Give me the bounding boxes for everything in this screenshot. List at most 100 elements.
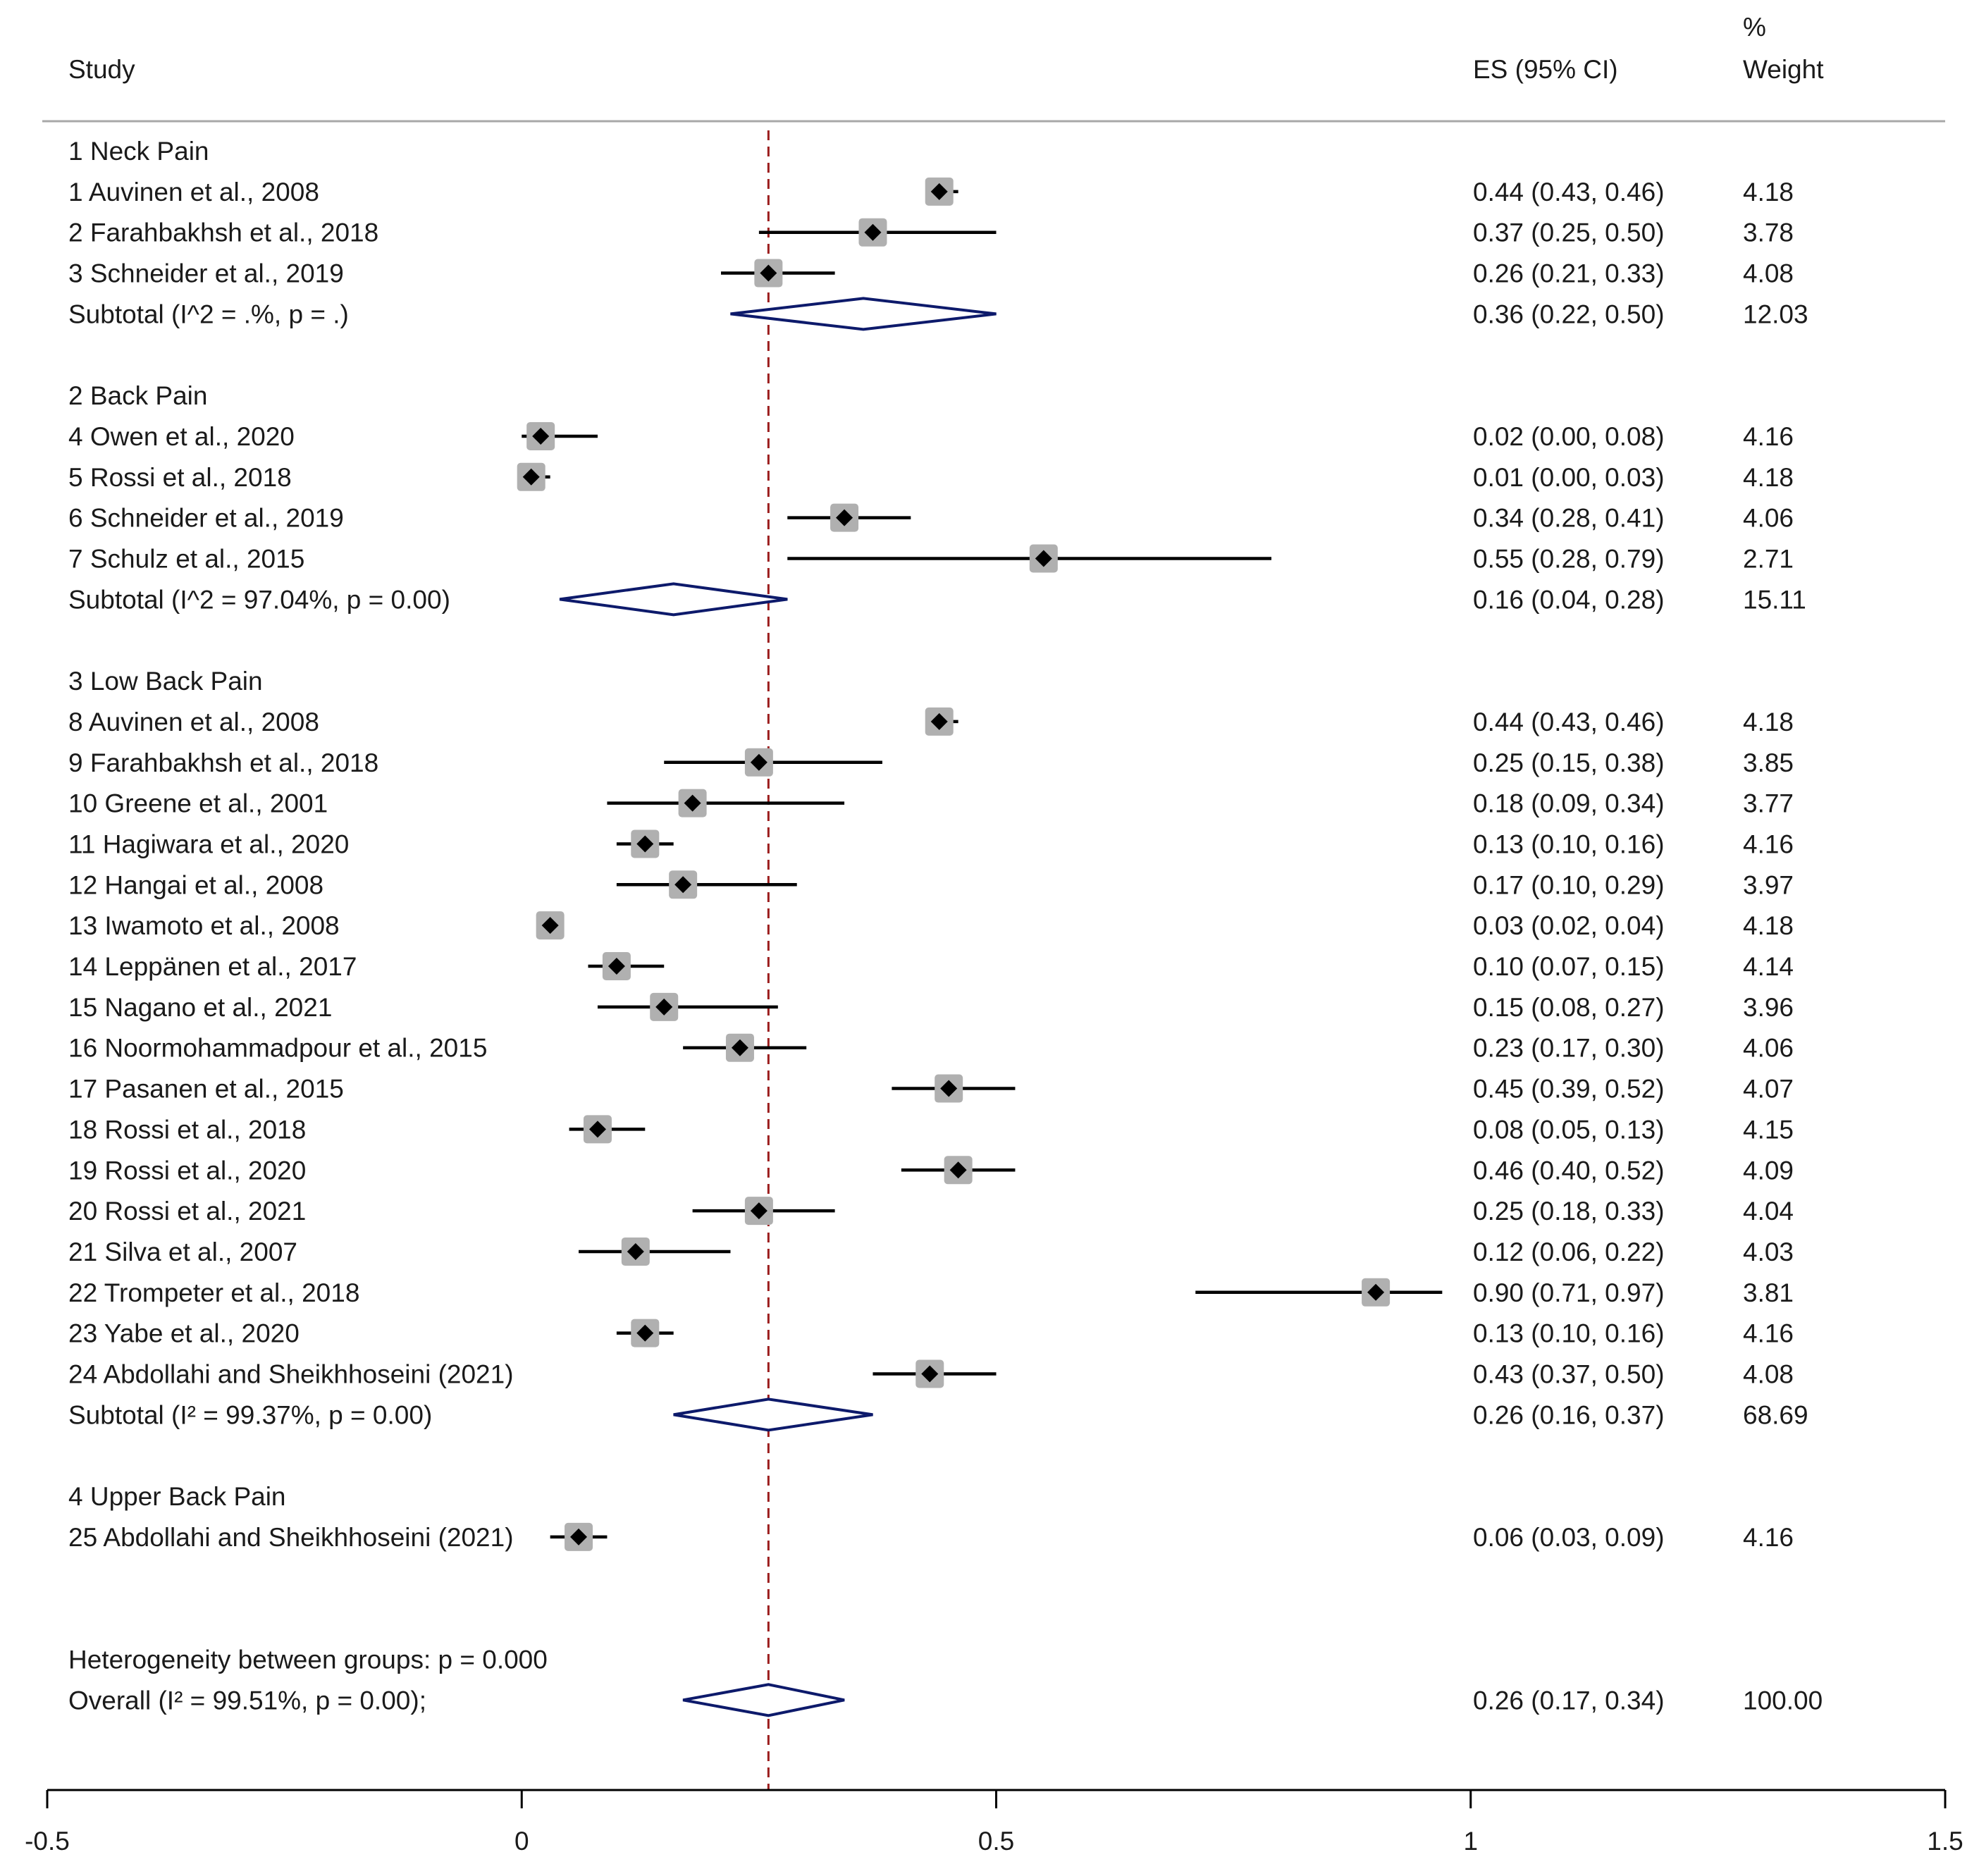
weight-value: 4.07 — [1743, 1075, 1794, 1104]
es-ci-value: 0.01 (0.00, 0.03) — [1473, 463, 1665, 492]
estimate-marker — [532, 427, 550, 445]
x-tick-label: 0 — [514, 1827, 529, 1856]
es-ci-value: 0.34 (0.28, 0.41) — [1473, 504, 1665, 533]
estimate-marker — [588, 1121, 606, 1138]
subtotal-diamond — [730, 297, 997, 331]
weight-value: 4.08 — [1743, 259, 1794, 288]
weight-value: 3.85 — [1743, 748, 1794, 777]
weight-value: 4.15 — [1743, 1115, 1794, 1144]
weight-value: 4.18 — [1743, 178, 1794, 206]
es-ci-value: 0.44 (0.43, 0.46) — [1473, 708, 1665, 736]
estimate-marker — [1367, 1283, 1385, 1301]
study-label: 23 Yabe et al., 2020 — [68, 1319, 300, 1348]
es-ci-value: 0.18 (0.09, 0.34) — [1473, 789, 1665, 818]
weight-value: 4.16 — [1743, 1319, 1794, 1348]
group-label: 2 Back Pain — [68, 381, 207, 410]
estimate-marker — [921, 1365, 939, 1383]
estimate-marker — [570, 1528, 588, 1545]
es-ci-value: 0.06 (0.03, 0.09) — [1473, 1523, 1665, 1552]
weight-value: 4.03 — [1743, 1238, 1794, 1266]
rows-group: 1 Neck Pain 1 Auvinen et al., 2008 0.44 (0… — [68, 137, 1823, 1717]
x-axis: -0.5 0 0.5 1 1.5 — [25, 1789, 1963, 1856]
study-label: 5 Rossi et al., 2018 — [68, 463, 292, 492]
weight-value: 4.16 — [1743, 1523, 1794, 1552]
weight-value: 3.81 — [1743, 1278, 1794, 1307]
study-label: 21 Silva et al., 2007 — [68, 1238, 297, 1266]
weight-value: 68.69 — [1743, 1400, 1808, 1429]
weight-value: 4.04 — [1743, 1197, 1794, 1226]
estimate-marker — [731, 1039, 748, 1056]
estimate-marker — [636, 835, 654, 853]
es-ci-value: 0.55 (0.28, 0.79) — [1473, 545, 1665, 574]
weight-value: 3.77 — [1743, 789, 1794, 818]
es-ci-value: 0.26 (0.16, 0.37) — [1473, 1400, 1665, 1429]
es-ci-value: 0.13 (0.10, 0.16) — [1473, 829, 1665, 858]
x-tick-label: 1.5 — [1927, 1827, 1963, 1856]
weight-value: 4.08 — [1743, 1360, 1794, 1389]
es-ci-value: 0.10 (0.07, 0.15) — [1473, 952, 1665, 981]
subtotal-label: Subtotal (I^2 = .%, p = .) — [68, 300, 349, 328]
es-ci-value: 0.25 (0.18, 0.33) — [1473, 1197, 1665, 1226]
study-label: 18 Rossi et al., 2018 — [68, 1115, 306, 1144]
es-ci-value: 0.90 (0.71, 0.97) — [1473, 1278, 1665, 1307]
study-label: 13 Iwamoto et al., 2008 — [68, 911, 340, 940]
weight-value: 4.06 — [1743, 504, 1794, 533]
es-ci-value: 0.13 (0.10, 0.16) — [1473, 1319, 1665, 1348]
study-label: 9 Farahbakhsh et al., 2018 — [68, 748, 378, 777]
x-tick-label: -0.5 — [25, 1827, 70, 1856]
es-ci-value: 0.03 (0.02, 0.04) — [1473, 911, 1665, 940]
es-ci-value: 0.44 (0.43, 0.46) — [1473, 178, 1665, 206]
study-label: 12 Hangai et al., 2008 — [68, 870, 323, 899]
weight-value: 4.18 — [1743, 463, 1794, 492]
weight-value: 4.14 — [1743, 952, 1794, 981]
es-ci-value: 0.37 (0.25, 0.50) — [1473, 218, 1665, 247]
study-label: 10 Greene et al., 2001 — [68, 789, 328, 818]
study-label: 16 Noormohammadpour et al., 2015 — [68, 1034, 487, 1063]
group-label: 3 Low Back Pain — [68, 667, 263, 696]
study-label: 2 Farahbakhsh et al., 2018 — [68, 218, 378, 247]
study-label: 3 Schneider et al., 2019 — [68, 259, 344, 288]
subtotal-label: Subtotal (I² = 99.37%, p = 0.00) — [68, 1400, 432, 1429]
es-ci-value: 0.36 (0.22, 0.50) — [1473, 300, 1665, 328]
header-es-ci: ES (95% CI) — [1473, 55, 1618, 84]
es-ci-value: 0.12 (0.06, 0.22) — [1473, 1238, 1665, 1266]
weight-value: 3.97 — [1743, 870, 1794, 899]
study-label: 25 Abdollahi and Sheikhhoseini (2021) — [68, 1523, 514, 1552]
estimate-marker — [750, 1202, 767, 1220]
es-ci-value: 0.23 (0.17, 0.30) — [1473, 1034, 1665, 1063]
weight-value: 4.16 — [1743, 829, 1794, 858]
estimate-marker — [684, 794, 701, 812]
subtotal-diamond — [559, 582, 788, 617]
weight-value: 15.11 — [1743, 585, 1806, 614]
estimate-marker — [930, 712, 948, 730]
estimate-marker — [655, 998, 673, 1016]
x-tick-label: 0.5 — [978, 1827, 1014, 1856]
estimate-marker — [627, 1242, 644, 1260]
estimate-marker — [608, 958, 625, 975]
study-label: 15 Nagano et al., 2021 — [68, 993, 332, 1022]
weight-value: 100.00 — [1743, 1686, 1823, 1715]
es-ci-value: 0.45 (0.39, 0.52) — [1473, 1075, 1665, 1104]
estimate-marker — [636, 1324, 654, 1342]
weight-value: 4.06 — [1743, 1034, 1794, 1063]
estimate-marker — [522, 468, 540, 486]
estimate-marker — [541, 917, 559, 934]
subtotal-diamond — [673, 1397, 873, 1432]
es-ci-value: 0.25 (0.15, 0.38) — [1473, 748, 1665, 777]
es-ci-value: 0.26 (0.17, 0.34) — [1473, 1686, 1665, 1715]
estimate-marker — [930, 183, 948, 200]
study-label: 24 Abdollahi and Sheikhhoseini (2021) — [68, 1360, 514, 1389]
weight-value: 4.18 — [1743, 708, 1794, 736]
group-label: 1 Neck Pain — [68, 137, 209, 166]
es-ci-value: 0.17 (0.10, 0.29) — [1473, 870, 1665, 899]
estimate-marker — [836, 509, 853, 526]
study-label: 11 Hagiwara et al., 2020 — [68, 829, 349, 858]
group-label: 4 Upper Back Pain — [68, 1482, 286, 1511]
es-ci-value: 0.15 (0.08, 0.27) — [1473, 993, 1665, 1022]
estimate-marker — [864, 223, 882, 241]
subtotal-label: Subtotal (I^2 = 97.04%, p = 0.00) — [68, 585, 450, 614]
header-weight-percent: % — [1743, 13, 1766, 42]
study-label: 1 Auvinen et al., 2008 — [68, 178, 319, 206]
study-label: 4 Owen et al., 2020 — [68, 422, 295, 451]
